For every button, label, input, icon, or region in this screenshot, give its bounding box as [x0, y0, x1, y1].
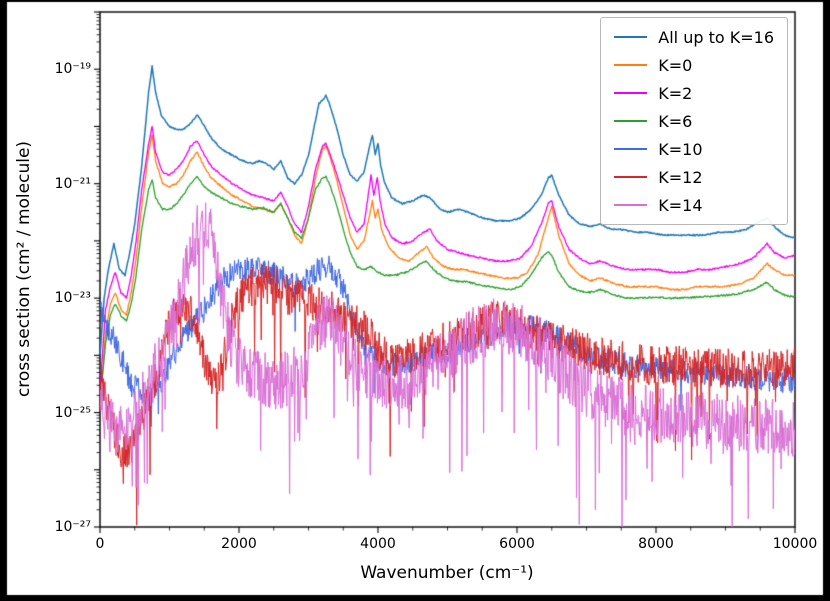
legend-label: K=2: [658, 83, 693, 103]
legend-line-swatch: [614, 204, 648, 206]
legend-label: K=14: [658, 195, 703, 215]
legend-label: K=6: [658, 111, 693, 131]
legend-line-swatch: [614, 120, 648, 122]
legend-line-swatch: [614, 36, 648, 38]
legend-label: K=10: [658, 139, 703, 159]
legend-label: All up to K=16: [658, 27, 774, 47]
legend-line-swatch: [614, 148, 648, 150]
legend-line-swatch: [614, 92, 648, 94]
legend-item: K=12: [614, 167, 774, 187]
legend-label: K=0: [658, 55, 693, 75]
legend-line-swatch: [614, 176, 648, 178]
legend-item: K=2: [614, 83, 774, 103]
legend-line-swatch: [614, 64, 648, 66]
legend-item: K=0: [614, 55, 774, 75]
legend-item: All up to K=16: [614, 27, 774, 47]
legend: All up to K=16 K=0 K=2 K=6 K=10 K=12 K=14: [600, 17, 788, 225]
legend-item: K=6: [614, 111, 774, 131]
legend-item: K=10: [614, 139, 774, 159]
legend-label: K=12: [658, 167, 703, 187]
legend-item: K=14: [614, 195, 774, 215]
